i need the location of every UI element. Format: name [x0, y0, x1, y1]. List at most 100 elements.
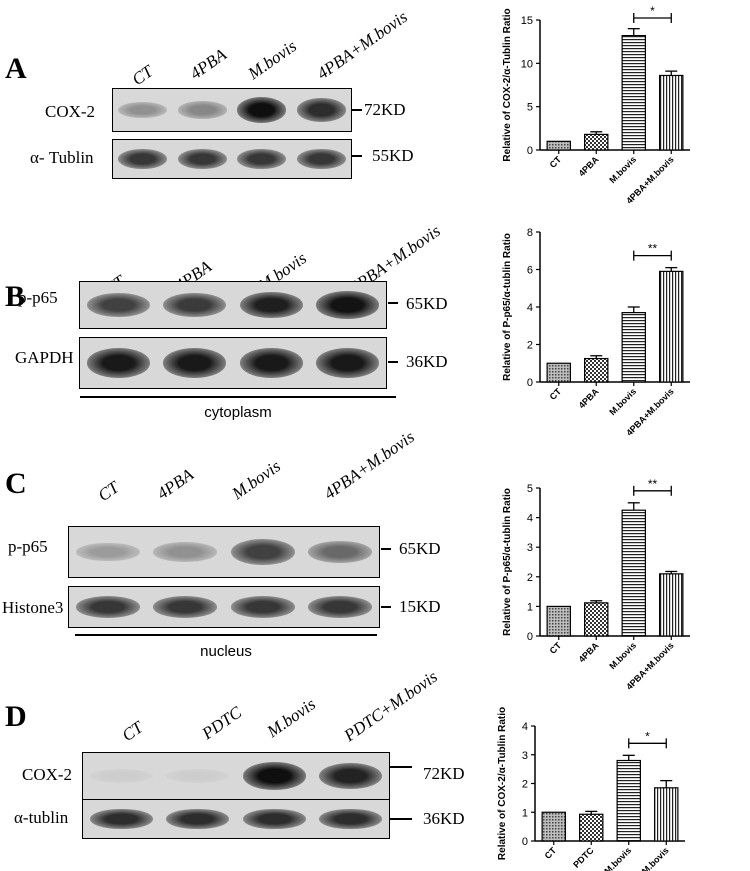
western-blot: [82, 752, 390, 800]
kd-marker: [352, 109, 362, 111]
blot-band: [163, 292, 227, 318]
fraction-underline: [75, 634, 377, 636]
y-tick-label: 5: [527, 483, 533, 495]
blot-band: [177, 148, 227, 170]
kd-label: 55KD: [372, 146, 414, 165]
blot-band: [89, 769, 153, 783]
lane-label: 4PBA+M.bovis: [320, 427, 418, 504]
panel-letter-d: D: [5, 700, 27, 733]
blot-band: [239, 291, 303, 319]
lane-label: PDTC: [198, 702, 246, 744]
bar: [546, 140, 571, 151]
kd-label: 15KD: [399, 597, 441, 616]
western-blot: [79, 337, 387, 389]
blot-band: [319, 762, 383, 790]
bar: [659, 573, 684, 637]
kd-label: 72KD: [423, 764, 465, 783]
panel-letter-c: C: [5, 467, 27, 500]
kd-marker: [388, 302, 398, 304]
significance-label: *: [645, 729, 650, 743]
blot-band: [86, 348, 150, 378]
bar: [621, 509, 646, 637]
bar: [546, 605, 571, 637]
y-tick-label: 2: [527, 340, 533, 352]
blot-band: [242, 762, 306, 790]
fraction-underline: [80, 396, 396, 398]
blot-band: [230, 539, 295, 565]
western-blot: [112, 139, 352, 179]
y-tick-label: 0: [527, 631, 533, 643]
bar: [659, 270, 684, 383]
western-blot: [112, 88, 352, 132]
kd-marker: [388, 361, 398, 363]
significance-label: **: [648, 477, 658, 491]
blot-row-label: p-p65: [8, 537, 48, 556]
western-blot: [82, 799, 390, 839]
lane-label: CT: [94, 477, 123, 506]
lane-label: 4PBA: [186, 44, 230, 84]
blot-row-label: GAPDH: [15, 348, 74, 367]
x-tick-label: 4PBA: [577, 386, 601, 410]
kd-label: 72KD: [364, 100, 406, 119]
bar: [654, 787, 679, 842]
kd-marker: [381, 548, 391, 550]
x-tick-label: CT: [548, 640, 564, 656]
bar: [541, 811, 566, 842]
y-axis-label: Relative of P-p65/α-tublin Ratio: [502, 233, 513, 381]
blot-band: [166, 769, 230, 783]
blot-band: [153, 542, 218, 562]
blot-band: [230, 596, 295, 618]
y-tick-label: 15: [521, 15, 533, 27]
panel-letter-a: A: [5, 52, 27, 85]
blot-row-label: Histone3: [2, 598, 64, 617]
bar: [659, 74, 684, 151]
fraction-label: cytoplasm: [204, 404, 272, 421]
blot-band: [319, 808, 383, 830]
x-tick-label: CT: [543, 845, 559, 861]
x-tick-label: CT: [548, 386, 564, 402]
panel-letter-b: B: [5, 280, 26, 313]
x-tick-label: M.bovis: [607, 386, 638, 417]
y-tick-label: 0: [527, 145, 533, 157]
significance-label: **: [648, 242, 658, 256]
y-tick-label: 5: [527, 102, 533, 114]
western-blot: [79, 281, 387, 329]
x-tick-label: M.bovis: [607, 154, 638, 185]
blot-row-label: COX-2: [22, 765, 73, 784]
blot-band: [118, 101, 168, 119]
bar: [584, 602, 609, 637]
bar-chart-a: 0 5 10 15 Relative of COX-2/α-Tublin Ratio CT…: [502, 4, 690, 206]
y-tick-label: 2: [527, 572, 533, 584]
bar: [584, 357, 609, 383]
kd-label: 65KD: [399, 539, 441, 558]
y-tick-label: 6: [527, 265, 533, 277]
blot-band: [316, 291, 380, 319]
blot-band: [239, 348, 303, 378]
kd-marker: [352, 155, 362, 157]
lane-label: M.bovis: [244, 36, 300, 84]
significance-label: *: [650, 4, 655, 18]
y-tick-label: 4: [527, 513, 533, 525]
blot-band: [237, 148, 287, 170]
y-tick-label: 2: [522, 779, 528, 791]
lane-label: 4PBA+M.bovis: [313, 7, 411, 84]
blot-band: [296, 148, 346, 170]
y-tick-label: 4: [522, 721, 528, 733]
blot-band: [316, 348, 380, 378]
bar-chart-c: 0 1 2 3 4 5 Relative of P-p65/α-tublin Ratio CT…: [502, 477, 690, 692]
blot-row-label: α-tublin: [14, 808, 69, 827]
bar-chart-b: 0 2 4 6 8 Relative of P-p65/α-tublin Ratio CT 4…: [502, 227, 690, 438]
bar: [621, 312, 646, 383]
blot-band: [118, 148, 168, 170]
blot-row-label: p-p65: [18, 288, 58, 307]
western-blot: [68, 586, 380, 628]
kd-marker: [381, 606, 391, 608]
y-tick-label: 1: [527, 601, 533, 613]
blot-band: [153, 596, 218, 618]
y-tick-label: 4: [527, 302, 533, 314]
bar: [579, 813, 604, 842]
bar: [546, 362, 571, 383]
y-tick-label: 3: [527, 542, 533, 554]
bar: [584, 133, 609, 151]
lane-label: CT: [128, 61, 157, 90]
